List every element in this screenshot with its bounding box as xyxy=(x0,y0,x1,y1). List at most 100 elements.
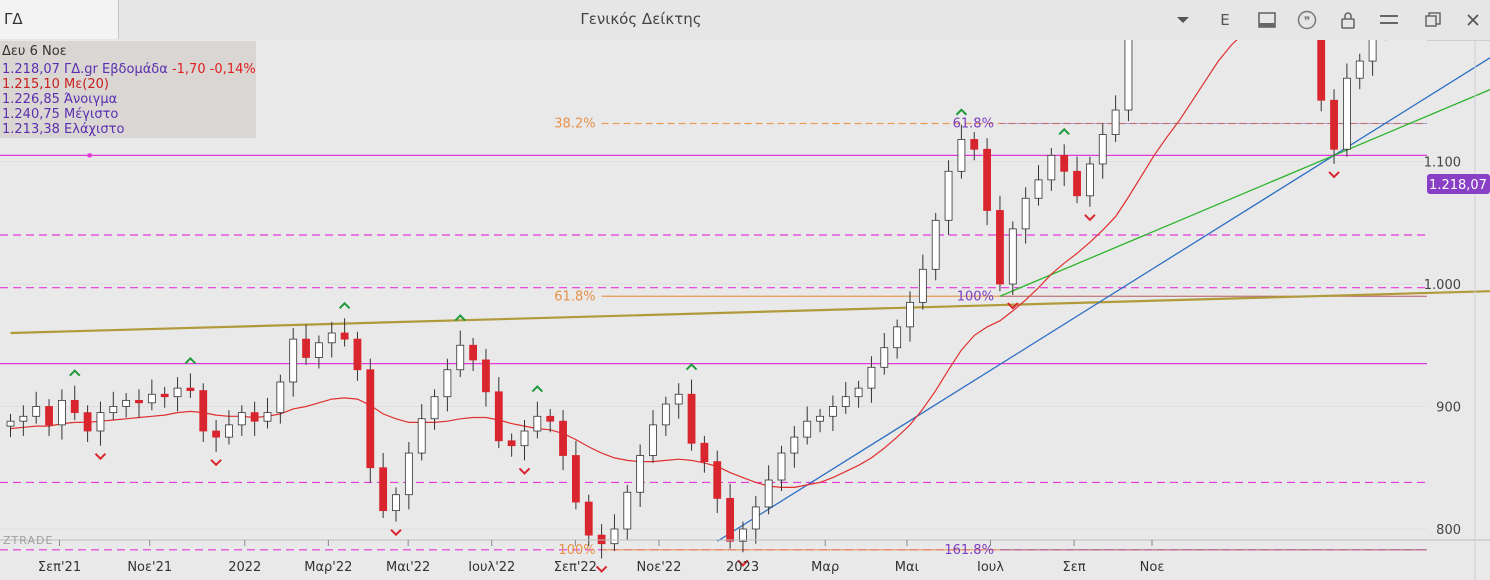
candle-body xyxy=(1034,179,1043,199)
candle-up xyxy=(867,356,876,403)
chart-type-icon[interactable] xyxy=(1255,8,1279,32)
fib-left-label: 61.8% xyxy=(554,289,595,304)
candle-body xyxy=(1008,228,1017,285)
candle-up xyxy=(931,212,940,281)
weekly-candlestick-chart[interactable]: 0%38.2%61.8%100%0%38.2%61.8%100%161.8% 8… xyxy=(0,40,1490,580)
candle-up xyxy=(1124,40,1133,122)
candle-down xyxy=(340,318,349,347)
fractal-up-marker xyxy=(184,357,197,365)
symbol-field[interactable]: ΓΔ xyxy=(0,0,119,39)
candle-up xyxy=(237,405,246,436)
y-tick-label: 1.100 xyxy=(1424,156,1461,171)
candle-body xyxy=(713,461,722,499)
candle-up xyxy=(404,442,413,510)
candle-down xyxy=(700,435,709,473)
close-icon[interactable] xyxy=(1461,8,1485,32)
candle-body xyxy=(58,399,66,426)
candle-body xyxy=(918,268,927,303)
candle-up xyxy=(58,389,66,440)
horizontal-levels xyxy=(0,154,1427,551)
x-tick-label: Μαι'22 xyxy=(386,560,430,575)
candle-body xyxy=(494,391,503,442)
candle-down xyxy=(70,385,79,420)
candle-up xyxy=(880,333,889,375)
x-tick-label: Νοε xyxy=(1140,560,1165,575)
candle-body xyxy=(1368,40,1377,62)
blue-trendline xyxy=(716,57,1490,542)
fractal-down-marker xyxy=(94,452,107,461)
candle-down xyxy=(482,348,490,407)
candle-body xyxy=(700,442,709,463)
candle-up xyxy=(19,405,28,436)
y-tick-label: 1.000 xyxy=(1424,278,1461,293)
candle-body xyxy=(1111,109,1120,135)
candle-body xyxy=(456,344,465,371)
candle-down xyxy=(83,405,92,443)
candle-up xyxy=(417,404,426,461)
candle-body xyxy=(739,528,747,542)
x-tick-label: 2023 xyxy=(726,560,759,575)
candle-down xyxy=(559,410,567,471)
fractal-down-marker xyxy=(1007,302,1019,310)
candle-body xyxy=(584,501,593,536)
candle-body xyxy=(225,424,233,438)
x-tick-label: Νοε'22 xyxy=(637,560,682,575)
candle-down xyxy=(713,450,722,514)
menu-icon[interactable] xyxy=(1377,8,1401,32)
restore-window-icon[interactable] xyxy=(1421,8,1445,32)
fib-right-label: 61.8% xyxy=(953,117,994,132)
candle-up xyxy=(1008,221,1017,296)
olive-trendline xyxy=(10,290,1490,335)
candle-up xyxy=(533,401,542,439)
candle-body xyxy=(1330,99,1338,150)
period-button[interactable]: Ε xyxy=(1220,11,1230,29)
candle-up xyxy=(392,487,400,522)
candle-up xyxy=(1111,95,1120,142)
candle-up xyxy=(32,391,41,424)
candle-body xyxy=(443,369,452,398)
x-tick-label: Ιουλ xyxy=(977,560,1004,575)
candle-body xyxy=(957,139,966,172)
candle-body xyxy=(404,452,413,496)
candle-body xyxy=(379,467,388,512)
svg-text:1.218,07 ΓΔ.gr Εβδομάδα: 1.218,07 ΓΔ.gr Εβδομάδα -1,70 -0,14% xyxy=(2,62,256,77)
lock-icon[interactable] xyxy=(1336,8,1360,32)
fractal-up-marker xyxy=(531,385,544,393)
candle-body xyxy=(263,412,272,422)
candle-up xyxy=(1368,40,1377,76)
fractal-up-marker xyxy=(685,363,698,371)
candle-body xyxy=(1355,60,1364,79)
chevron-down-icon[interactable] xyxy=(1171,8,1195,32)
candle-body xyxy=(983,148,991,211)
candle-up xyxy=(109,391,118,420)
candle-down xyxy=(353,331,362,381)
candle-down xyxy=(1317,40,1326,112)
candle-down xyxy=(1060,144,1069,186)
candle-body xyxy=(1086,163,1094,197)
candle-down xyxy=(199,383,208,443)
info-open-label: Άνοιγμα xyxy=(64,92,117,107)
candle-body xyxy=(867,366,876,389)
candle-body xyxy=(482,359,490,393)
svg-text:1.213,38 Ελάχιστο: 1.213,38 Ελάχιστο xyxy=(2,122,124,137)
x-tick-label: Σεπ'21 xyxy=(38,560,81,575)
x-tick-label: Ιουλ'22 xyxy=(468,560,515,575)
candle-up xyxy=(1086,156,1094,207)
fractal-up-marker xyxy=(1058,127,1070,136)
info-panel: Δευ 6 Νοε 1.218,07 ΓΔ.gr Εβδομάδα -1,70 … xyxy=(0,41,256,138)
svg-text:1.215,10 Με(20): 1.215,10 Με(20) xyxy=(2,77,109,92)
candle-body xyxy=(147,393,156,404)
fib-left-label: 100% xyxy=(558,543,595,558)
candle-up xyxy=(751,495,760,544)
candle-body xyxy=(533,415,542,432)
quote-icon[interactable]: ❞ xyxy=(1295,8,1319,32)
fractal-down-marker xyxy=(737,559,749,567)
svg-text:❞: ❞ xyxy=(1304,14,1310,28)
candle-up xyxy=(147,379,156,411)
candle-body xyxy=(803,420,812,438)
candle-down xyxy=(1330,89,1338,164)
fractal-up-marker xyxy=(454,314,466,322)
candle-body xyxy=(597,534,606,545)
fib-left-label: 38.2% xyxy=(554,117,595,132)
candle-body xyxy=(854,387,863,398)
